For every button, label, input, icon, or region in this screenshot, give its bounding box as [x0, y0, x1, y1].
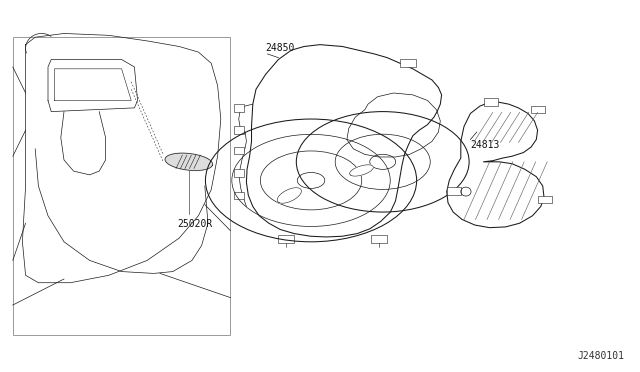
Text: 25020R: 25020R: [177, 219, 213, 230]
Text: J2480101: J2480101: [577, 351, 624, 361]
FancyBboxPatch shape: [13, 37, 230, 335]
Bar: [371, 235, 387, 243]
Bar: [234, 126, 244, 134]
Bar: [234, 104, 244, 112]
Bar: [278, 235, 294, 243]
Text: 24850: 24850: [266, 43, 295, 53]
FancyBboxPatch shape: [484, 98, 498, 106]
Polygon shape: [165, 153, 212, 170]
Bar: [400, 59, 416, 67]
FancyBboxPatch shape: [538, 196, 552, 203]
Polygon shape: [349, 165, 373, 176]
FancyBboxPatch shape: [447, 187, 461, 195]
FancyBboxPatch shape: [531, 106, 545, 113]
Text: 24813: 24813: [470, 140, 500, 150]
Bar: [234, 147, 244, 154]
Bar: [234, 169, 244, 177]
Polygon shape: [277, 188, 301, 203]
Bar: [234, 192, 244, 199]
